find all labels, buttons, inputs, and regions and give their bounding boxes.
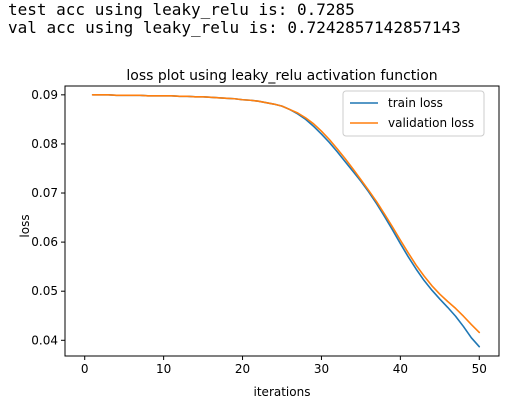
y-tick-label: 0.04 [31,333,58,347]
y-tick-label: 0.06 [31,235,58,249]
legend-label: train loss [388,96,443,110]
x-tick-label: 10 [156,362,171,376]
x-tick-label: 30 [314,362,329,376]
legend-label: validation loss [388,116,474,130]
y-axis-label: loss [18,214,32,237]
chart-legend: train loss validation loss [342,90,485,137]
x-tick-label: 50 [472,362,487,376]
y-tick-label: 0.07 [31,186,58,200]
x-tick-label: 20 [235,362,250,376]
x-axis-label: iterations [254,385,311,399]
y-tick-label: 0.08 [31,137,58,151]
legend-box [342,90,485,137]
series-line-validation-loss [91,94,481,334]
y-tick-label: 0.09 [31,88,58,102]
x-tick-label: 40 [393,362,408,376]
plot-frame [64,85,500,357]
x-tick-label: 0 [81,362,89,376]
y-tick-label: 0.05 [31,284,58,298]
test-accuracy-output: test acc using leaky_relu is: 0.7285 [8,0,355,19]
tick-layer: 0 10 20 30 40 50 0.04 0.05 0.06 0.07 0.08 0.09 [31,88,487,376]
chart-title: loss plot using leaky_relu activation fu… [126,68,437,84]
val-accuracy-output: val acc using leaky_relu is: 0.724285714… [8,18,461,37]
series-layer [91,94,481,348]
